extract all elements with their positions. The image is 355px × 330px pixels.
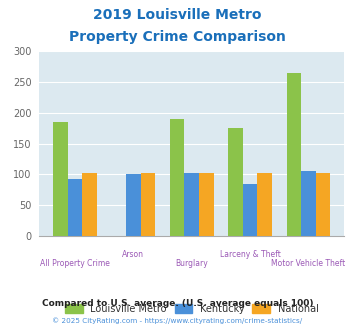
Text: All Property Crime: All Property Crime xyxy=(40,259,110,268)
Text: Arson: Arson xyxy=(122,249,144,258)
Bar xyxy=(53,122,67,236)
Text: Larceny & Theft: Larceny & Theft xyxy=(220,249,280,258)
Bar xyxy=(82,173,97,236)
Bar xyxy=(170,119,184,236)
Bar xyxy=(257,173,272,236)
Bar xyxy=(243,183,257,236)
Bar xyxy=(316,173,331,236)
Bar xyxy=(228,128,243,236)
Text: Compared to U.S. average. (U.S. average equals 100): Compared to U.S. average. (U.S. average … xyxy=(42,299,313,308)
Bar xyxy=(286,73,301,236)
Text: Burglary: Burglary xyxy=(175,259,208,268)
Bar xyxy=(67,179,82,236)
Legend: Louisville Metro, Kentucky, National: Louisville Metro, Kentucky, National xyxy=(61,300,322,318)
Text: 2019 Louisville Metro: 2019 Louisville Metro xyxy=(93,8,262,22)
Bar xyxy=(199,173,214,236)
Bar xyxy=(184,173,199,236)
Bar xyxy=(141,173,155,236)
Bar xyxy=(301,171,316,236)
Bar xyxy=(126,174,141,236)
Text: © 2025 CityRating.com - https://www.cityrating.com/crime-statistics/: © 2025 CityRating.com - https://www.city… xyxy=(53,317,302,324)
Text: Motor Vehicle Theft: Motor Vehicle Theft xyxy=(272,259,346,268)
Text: Property Crime Comparison: Property Crime Comparison xyxy=(69,30,286,44)
